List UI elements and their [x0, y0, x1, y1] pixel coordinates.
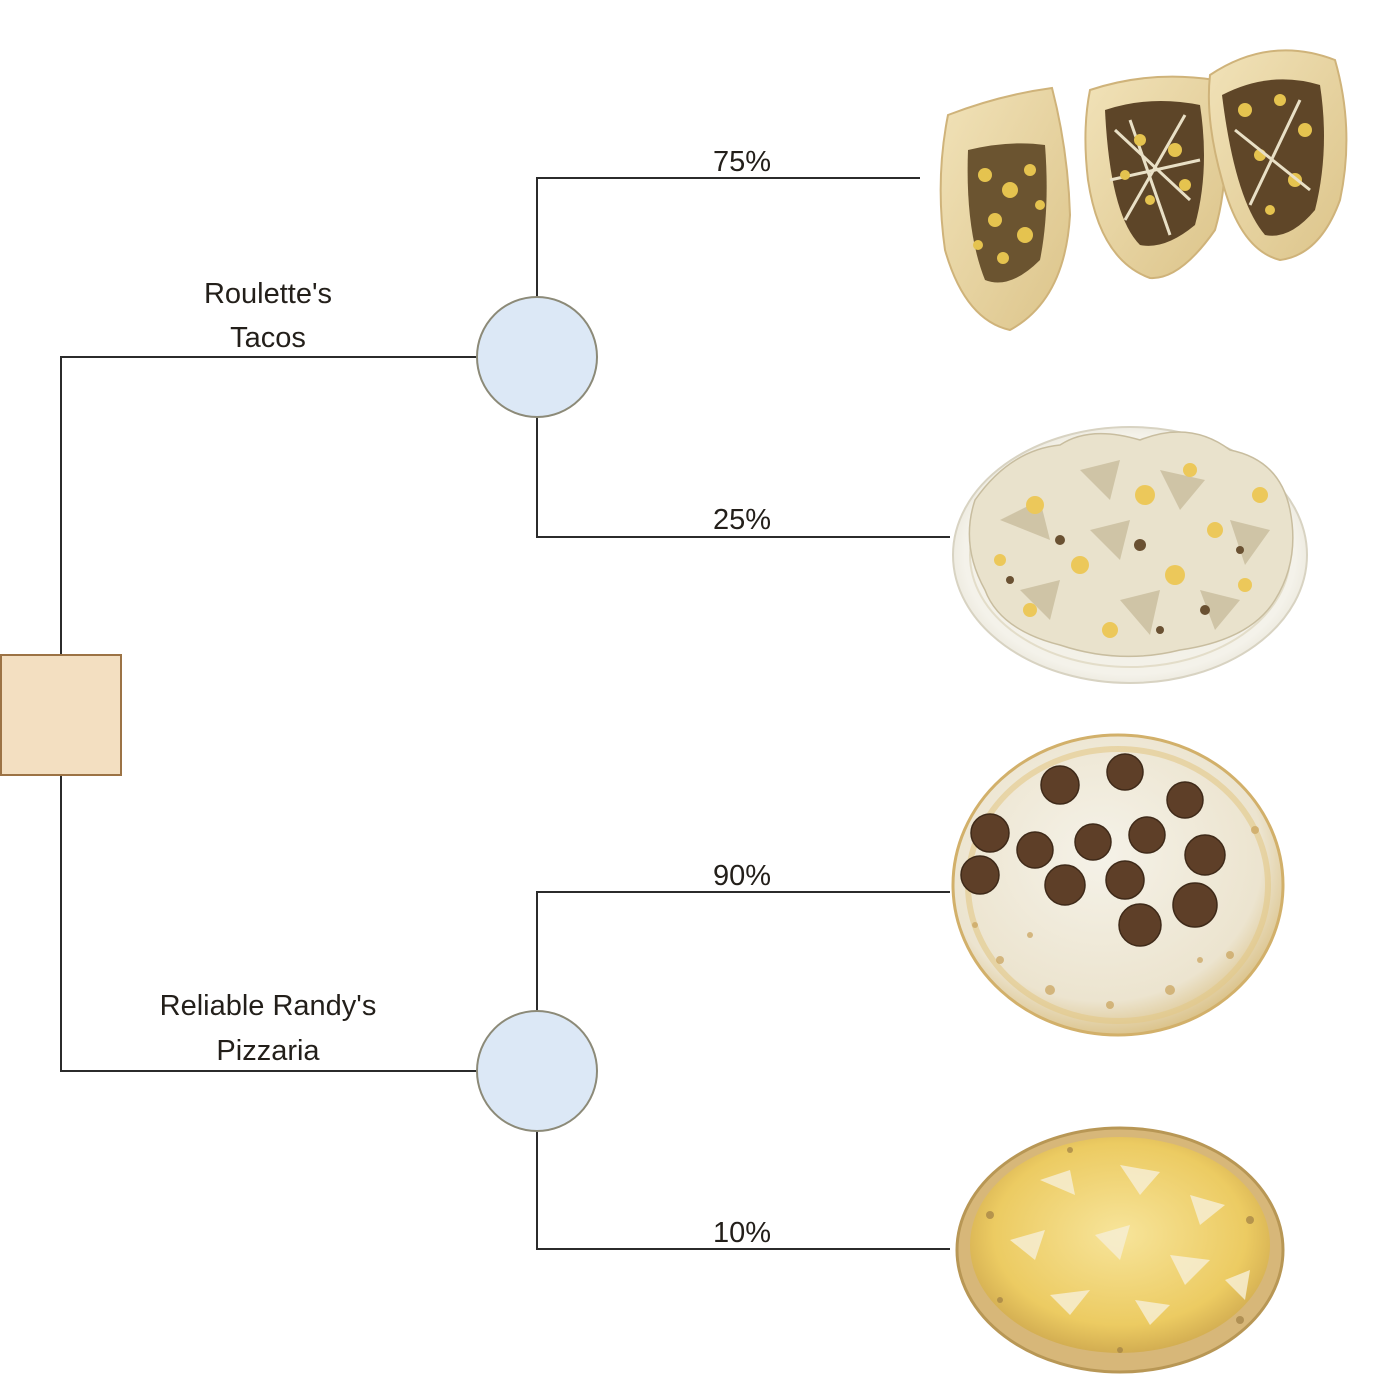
taco-3: [1207, 49, 1348, 262]
branch-label-tacos-line1: Roulette's: [204, 278, 332, 310]
connector-root-to-pizza: [60, 775, 477, 1072]
probability-label-10: 10%: [713, 1217, 771, 1249]
branch-label-pizza-line2: Pizzaria: [216, 1035, 320, 1067]
branch-label-pizza-line1: Reliable Randy's: [160, 990, 377, 1022]
taco-1: [939, 86, 1072, 332]
taco-2: [1084, 75, 1226, 280]
pepperoni-slices: [960, 753, 1226, 947]
taco-salad-plate-image: [952, 426, 1308, 684]
connector-root-to-tacos: [60, 356, 477, 655]
chance-node-tacos: [476, 296, 598, 418]
tacos-image: [939, 49, 1348, 332]
connector-pizza-to-90: [536, 891, 950, 1011]
chance-node-pizza: [476, 1010, 598, 1132]
pepperoni-pizza-image: [951, 733, 1285, 1037]
connector-pizza-to-10: [536, 1131, 950, 1250]
connector-tacos-to-25: [536, 417, 950, 538]
connector-tacos-to-75: [536, 177, 920, 297]
tree-connectors: [60, 177, 950, 1250]
probability-label-90: 90%: [713, 860, 771, 892]
probability-label-75: 75%: [713, 146, 771, 178]
cheese-pizza-image: [955, 1126, 1285, 1374]
lettuce-pile: [968, 431, 1294, 658]
branch-label-tacos-line2: Tacos: [230, 322, 306, 354]
probability-label-25: 25%: [713, 504, 771, 536]
decision-node: [0, 654, 122, 776]
